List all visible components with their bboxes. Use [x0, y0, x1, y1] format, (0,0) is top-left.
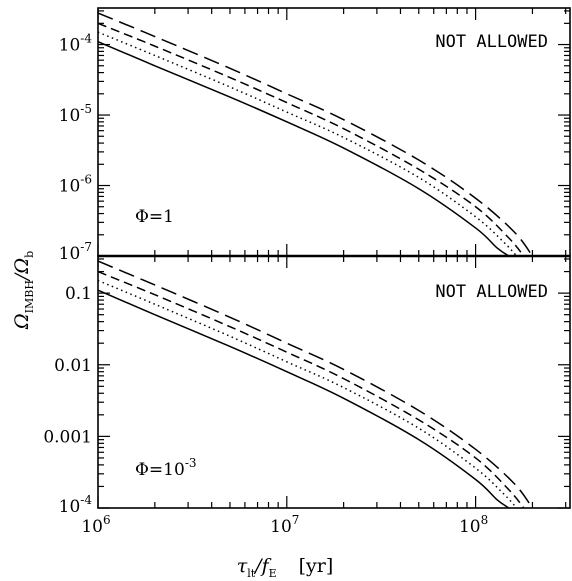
- not-allowed-label: NOT ALLOWED: [435, 32, 548, 52]
- x-axis-title: τlt/fE [yr]: [237, 555, 334, 580]
- y-tick-label: 0.01: [54, 356, 92, 376]
- top-panel: 10-4 10-5 10-6 10-7 NOT ALLOWED Φ=1: [59, 7, 571, 264]
- y-tick-label: 0.1: [65, 284, 92, 304]
- y-tick-label: 10-4: [59, 32, 93, 56]
- y-axis-title: ΩIMBH/Ωb: [11, 251, 36, 330]
- series-line-short-dash: [98, 270, 525, 508]
- x-tick-label: 108: [459, 513, 488, 537]
- not-allowed-label: NOT ALLOWED: [435, 282, 548, 302]
- series-line-long-dash: [98, 260, 534, 508]
- series-line-solid: [98, 289, 510, 508]
- x-tick-label: 106: [81, 513, 110, 537]
- phi-label: Φ=10-3: [135, 456, 197, 480]
- y-tick-label: 0.001: [43, 427, 92, 447]
- series-line-short-dash: [98, 22, 525, 256]
- series-line-long-dash: [98, 12, 534, 256]
- y-tick-label: 10-4: [59, 493, 93, 517]
- y-tick-label: 10-6: [59, 173, 92, 197]
- x-tick-label: 107: [270, 513, 299, 537]
- y-tick-label: 10-5: [59, 102, 92, 126]
- series-line-solid: [98, 40, 510, 256]
- y-tick-label: 10-7: [59, 240, 92, 264]
- phi-label: Φ=1: [135, 207, 174, 227]
